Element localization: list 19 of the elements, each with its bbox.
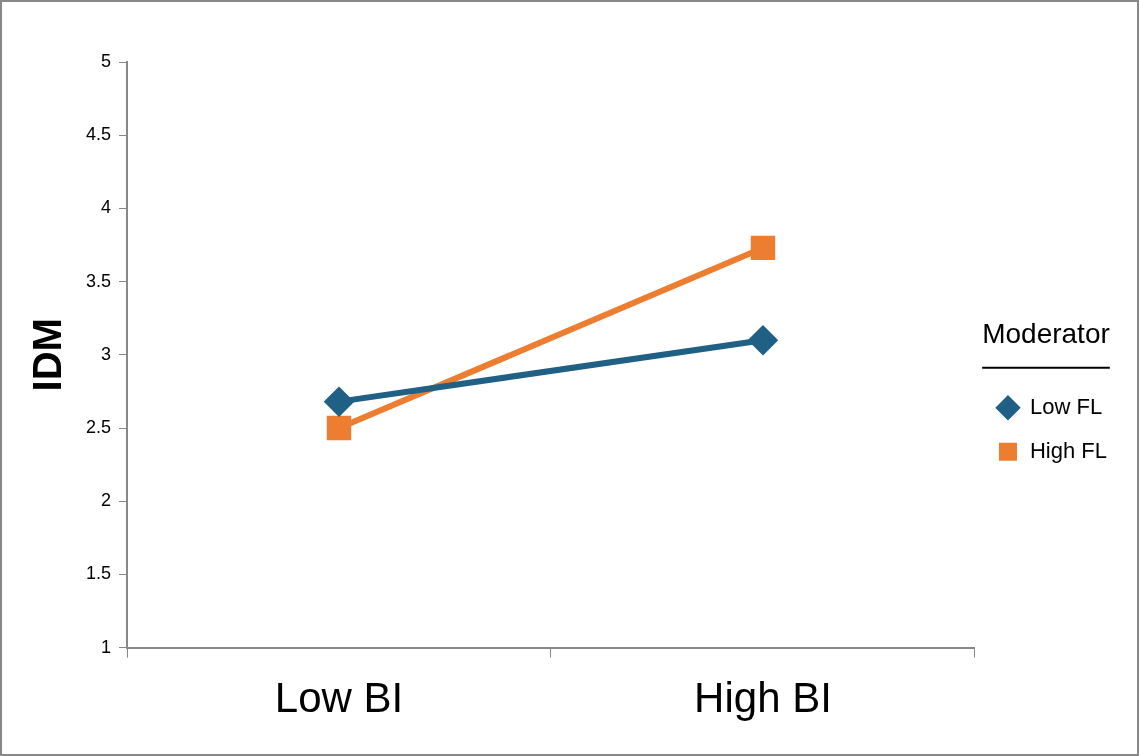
x-tick-label: Low BI [274, 674, 404, 722]
point [325, 387, 354, 416]
y-tick-label: 1 [101, 636, 112, 657]
point [750, 235, 776, 261]
y-tick-label: 2.5 [85, 416, 112, 437]
legend-label: Low FL [1029, 393, 1103, 419]
x-tick-label: High BI [694, 674, 832, 722]
y-tick-label: 4.5 [85, 124, 112, 145]
point [326, 415, 352, 441]
point [748, 326, 777, 355]
y-tick-label: 3 [101, 343, 112, 364]
legend-title: Moderator [982, 317, 1110, 349]
y-tick-label: 4 [101, 197, 112, 218]
y-tick-label: 5 [101, 50, 112, 71]
y-tick-label: 2 [101, 490, 112, 511]
y-tick-label: 3.5 [85, 270, 112, 291]
y-axis-title: IDM [25, 318, 70, 392]
y-tick-label: 1.5 [85, 563, 112, 584]
legend-label: High FL [1029, 437, 1108, 463]
